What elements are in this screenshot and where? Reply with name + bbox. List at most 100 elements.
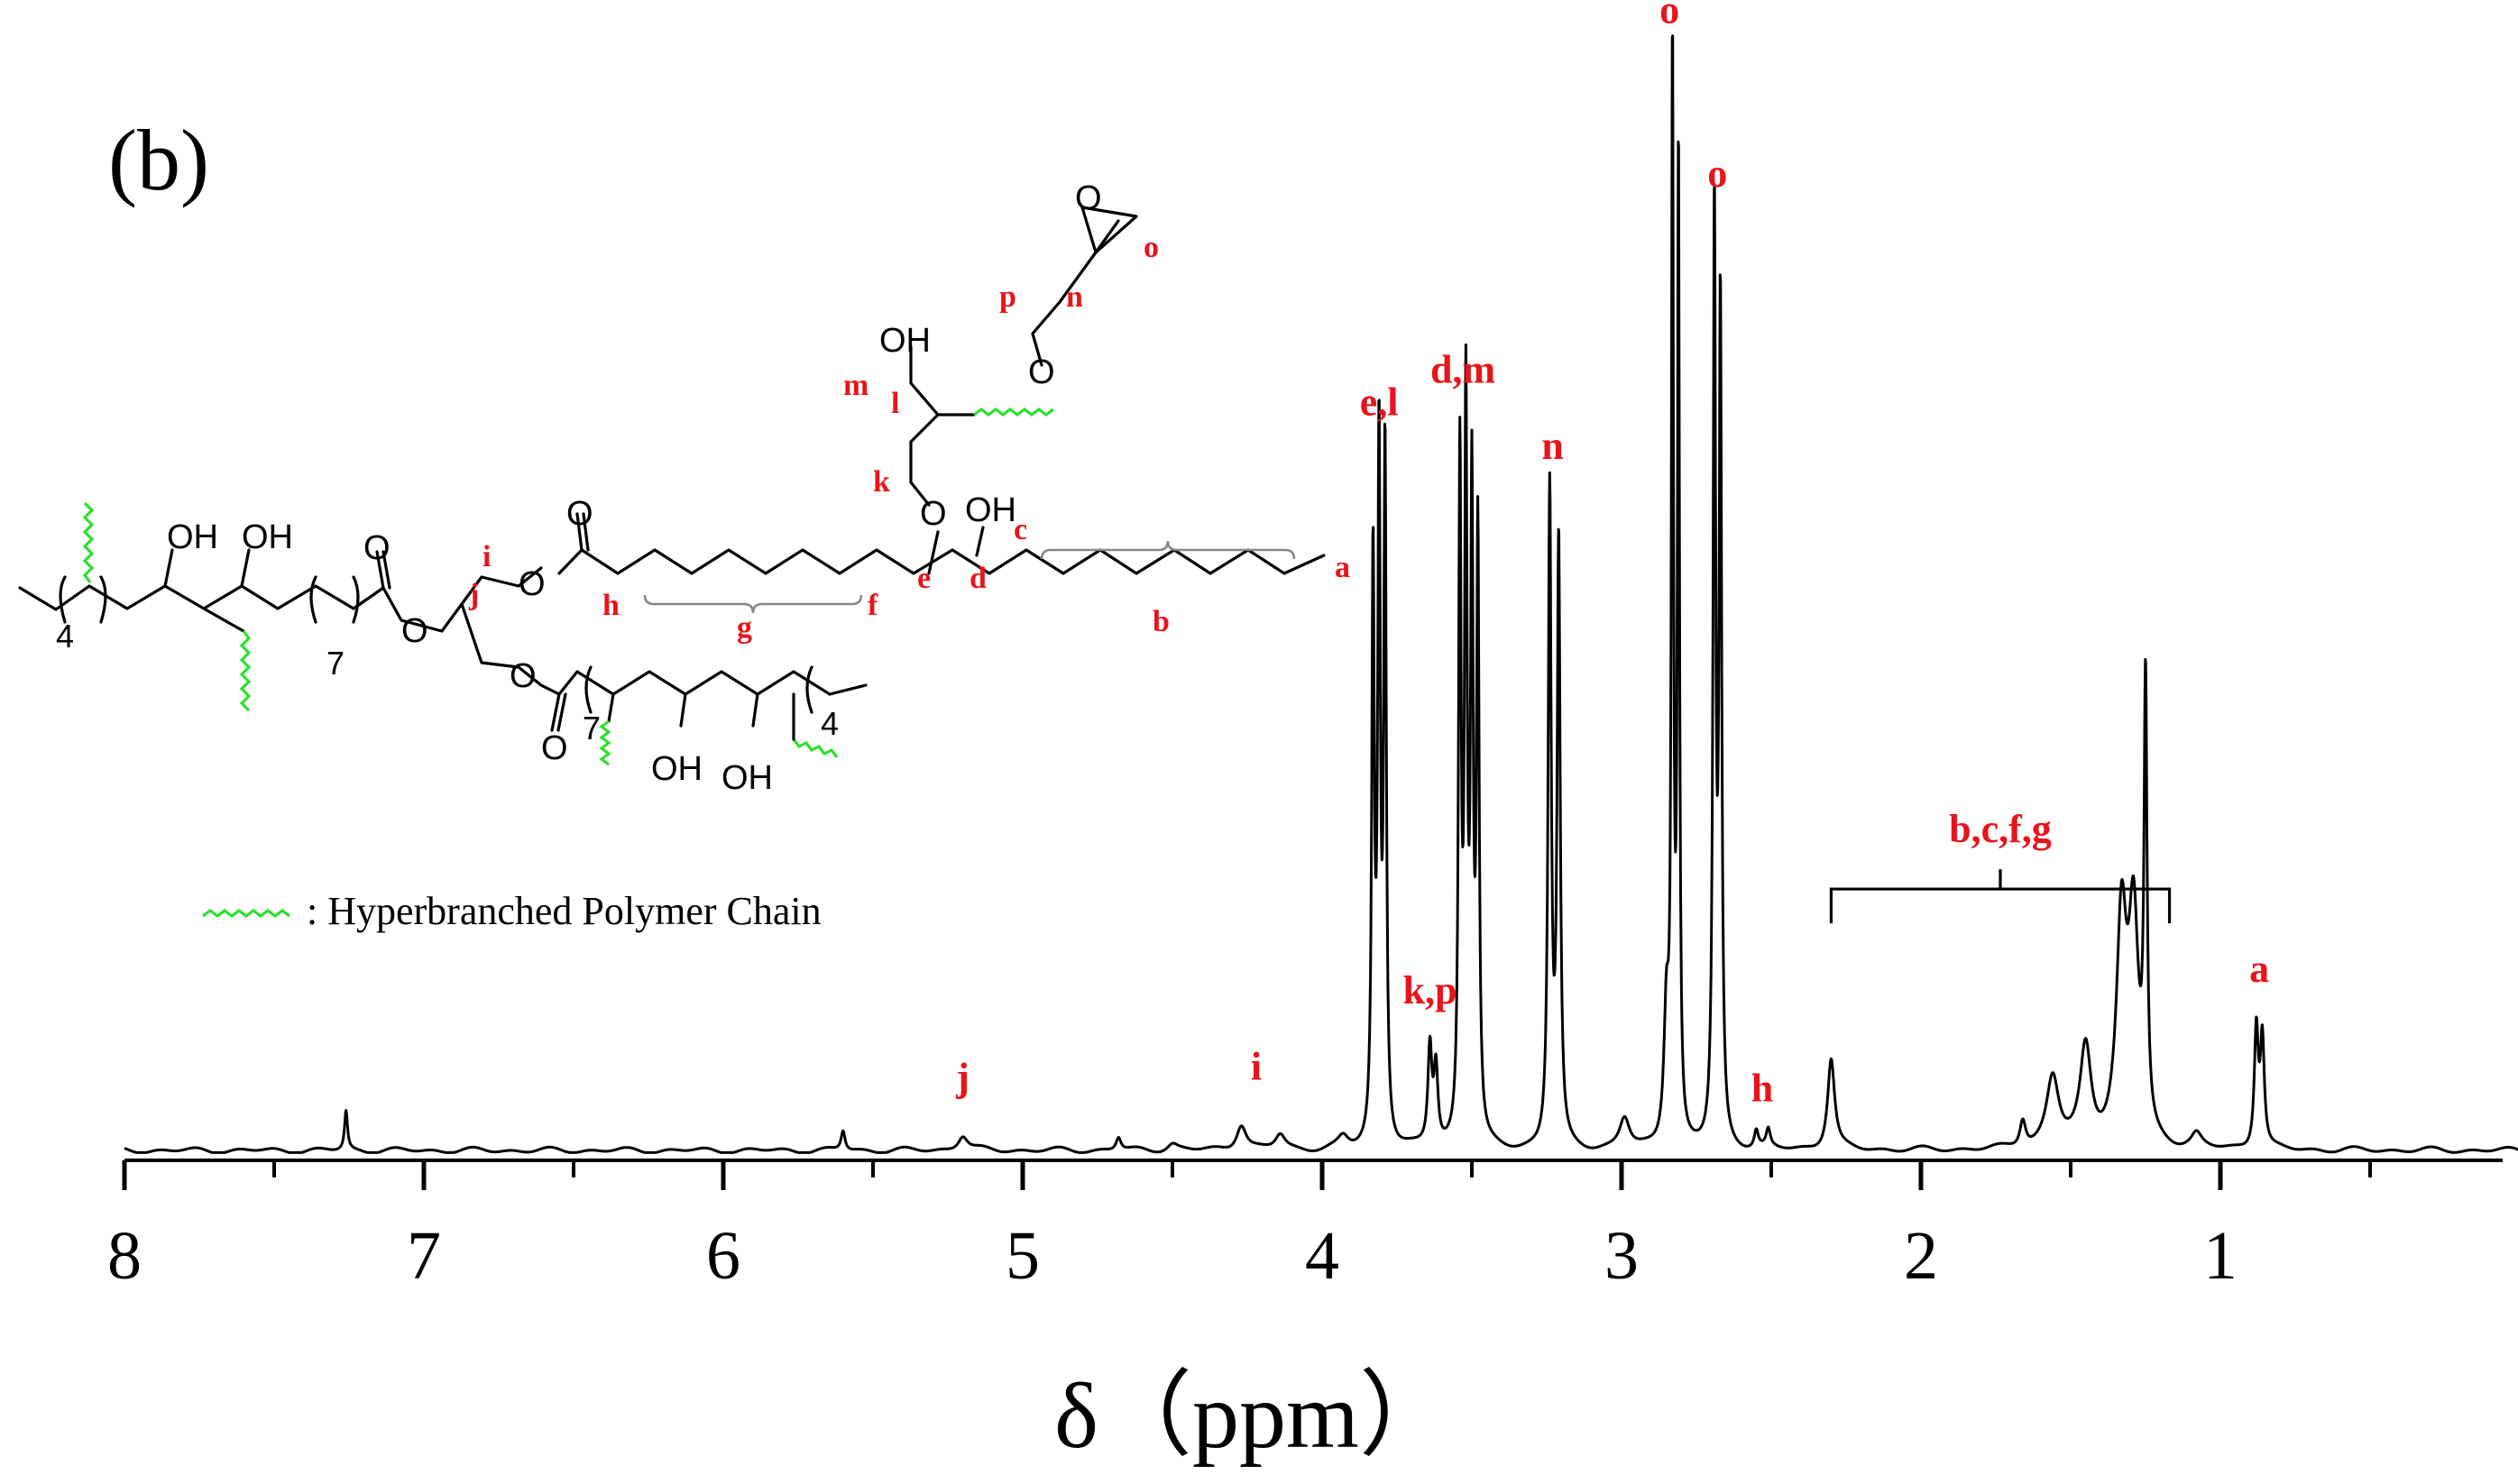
- panel-label: (b): [108, 112, 209, 208]
- tick-label: 1: [2203, 1218, 2238, 1294]
- tick-label: 7: [407, 1218, 441, 1294]
- atom-oh-lower-2: OH: [721, 759, 773, 797]
- peak-annotation: o: [1659, 0, 1679, 32]
- atom-oh-1: OH: [167, 518, 218, 556]
- glycerol-lower: [460, 602, 520, 669]
- struct-label-k: k: [873, 465, 890, 499]
- atom-o-left-carbonyl: O: [363, 529, 391, 567]
- tick-label: 4: [1305, 1218, 1339, 1294]
- struct-label-a: a: [1335, 551, 1350, 584]
- e-o-bond: [927, 530, 940, 575]
- peak-annotations: j i k,p e,l d,m n o o h a: [955, 0, 2269, 1111]
- tick-label: 3: [1604, 1218, 1639, 1294]
- atom-o-ether: O: [920, 495, 947, 533]
- chemical-structure: OH OH O O O O O O O OH OH O O OH OH 4 7 …: [18, 179, 1350, 797]
- upper-acyl-chain: [557, 548, 954, 575]
- tick-marks: [122, 1160, 2372, 1190]
- legend-wavy-icon: [202, 909, 290, 918]
- peak-annotation: j: [955, 1056, 970, 1100]
- epoxide-ring: [1080, 206, 1138, 254]
- peak-annotation: o: [1707, 151, 1727, 196]
- repeat-7-lower: 7: [583, 710, 601, 747]
- glycerol-left-o: [381, 586, 464, 633]
- left-chain-bonds: [18, 584, 385, 611]
- struct-label-j: j: [468, 578, 479, 611]
- legend-text: : Hyperbranched Polymer Chain: [307, 889, 822, 933]
- tick-label: 5: [1006, 1218, 1040, 1294]
- atom-oh-d: OH: [965, 491, 1016, 529]
- peak-annotation: e,l: [1360, 380, 1399, 425]
- struct-label-p: p: [999, 280, 1016, 314]
- atom-o-left-ester: O: [401, 612, 428, 650]
- upper-ester-double: [575, 512, 584, 552]
- atom-o-upper-carbonyl: O: [566, 495, 593, 533]
- struct-label-f: f: [868, 589, 878, 622]
- lower-chain-7-bracket: [584, 665, 593, 714]
- brace-g: [643, 594, 863, 614]
- hyperbranched-chain-5: [792, 738, 839, 758]
- range-bracket: b,c,f,g: [1829, 807, 2172, 924]
- range-bracket-line: [1829, 869, 2172, 924]
- hyperbranched-chain-3: [973, 408, 1054, 417]
- structure-legend: : Hyperbranched Polymer Chain: [202, 889, 822, 933]
- repeat-4-lower: 4: [821, 705, 839, 742]
- struct-label-o: o: [1144, 231, 1159, 264]
- hyperbranched-chain-4: [599, 719, 611, 766]
- oh-bond-2: [240, 548, 251, 588]
- struct-label-i: i: [482, 540, 491, 573]
- atom-o-lower-carbonyl: O: [541, 729, 568, 767]
- repeat-7-left: 7: [326, 645, 345, 682]
- peak-annotation: k,p: [1403, 968, 1457, 1012]
- left-chain-bracket-right: [99, 575, 107, 624]
- struct-label-n: n: [1066, 280, 1083, 314]
- glycerol-backbone: [460, 566, 543, 606]
- tick-labels: 8 7 6 5 4 3 2 1: [107, 1218, 2238, 1294]
- atom-o-lower-ester: O: [510, 657, 537, 695]
- struct-label-h: h: [602, 589, 620, 622]
- spectrum: [123, 34, 2518, 1154]
- lower-ester-double: [550, 692, 561, 732]
- right-chain: [951, 548, 1326, 575]
- brace-b: [1040, 540, 1296, 560]
- atom-oh-2: OH: [242, 518, 293, 556]
- side-chain-k-l: [909, 345, 940, 507]
- peak-annotation: i: [1251, 1044, 1262, 1088]
- upper-ester-double-2: [582, 512, 590, 552]
- left-chain-7-bracket: [309, 575, 317, 624]
- peak-annotation: d,m: [1430, 347, 1495, 391]
- atom-o-epoxide: O: [1075, 179, 1102, 217]
- glycerol-left-ester-2: [381, 550, 391, 590]
- peak-annotation: a: [2249, 947, 2269, 991]
- peak-annotation: n: [1541, 424, 1563, 468]
- left-chain-bracket: [59, 575, 67, 624]
- branch-bond-1: [202, 607, 245, 633]
- peak-annotation: h: [1751, 1067, 1773, 1111]
- side-chain-p-n: [1031, 219, 1120, 367]
- lower-ester-double-2: [556, 692, 567, 732]
- struct-label-d: d: [970, 562, 987, 595]
- struct-label-m: m: [843, 369, 868, 402]
- lower-branch-bond: [607, 692, 615, 723]
- x-axis: 8 7 6 5 4 3 2 1 δ（ppm）: [107, 1159, 2503, 1468]
- tick-label: 2: [1904, 1218, 1938, 1294]
- atom-oh-lower-1: OH: [651, 750, 703, 788]
- left-chain-7-bracket-right: [352, 575, 360, 624]
- hyperbranched-chain-2: [239, 630, 252, 712]
- hyperbranched-chain-1: [82, 501, 95, 583]
- tick-label: 6: [706, 1218, 740, 1294]
- x-axis-title: δ（ppm）: [1054, 1364, 1453, 1468]
- atom-oh-m: OH: [879, 322, 931, 360]
- struct-label-b: b: [1153, 605, 1170, 638]
- struct-label-g: g: [737, 611, 752, 645]
- d-oh-bond: [975, 526, 985, 557]
- lower-oh-bond-2: [751, 692, 759, 728]
- oh-bond-1: [163, 548, 174, 588]
- lower-oh-bond-1: [679, 692, 687, 728]
- range-bracket-label: b,c,f,g: [1949, 807, 2052, 851]
- atom-o-glycidyl: O: [1028, 353, 1055, 391]
- lower-chain-4-bracket: [805, 665, 813, 714]
- struct-label-e: e: [917, 562, 931, 595]
- lower-chain-end: [828, 683, 868, 696]
- tick-label: 8: [107, 1218, 142, 1294]
